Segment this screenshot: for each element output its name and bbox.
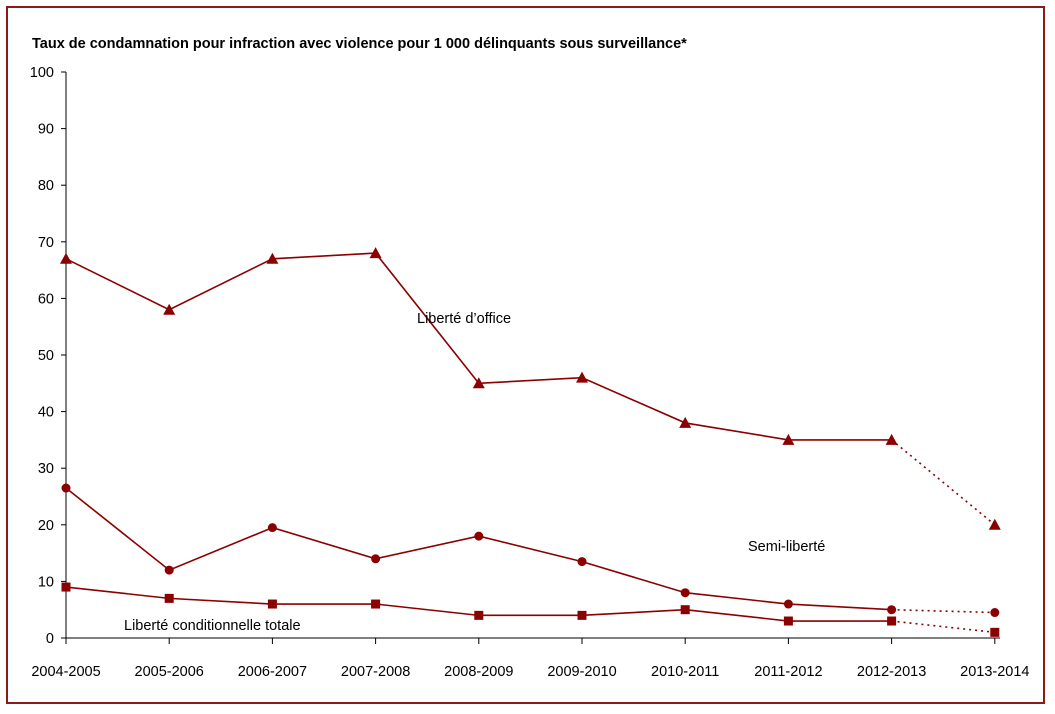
square-marker <box>164 593 174 603</box>
triangle-marker <box>60 252 72 264</box>
axes: 0 10 20 30 40 50 60 70 80 90 100 2004-2005 2005-2006… <box>30 65 1030 680</box>
circle-marker <box>887 605 897 615</box>
circle-marker <box>990 608 1000 618</box>
series-labels: Liberté d’office Semi-liberté Liberté cond… <box>124 311 825 634</box>
triangle-marker <box>266 252 279 264</box>
series-label: Semi-liberté <box>748 539 825 555</box>
y-tick-label: 20 <box>38 518 54 534</box>
x-tick-label: 2010-2011 <box>651 664 719 680</box>
triangle-marker <box>472 377 485 389</box>
square-marker <box>990 627 1000 637</box>
series-label: Liberté d’office <box>417 311 511 327</box>
y-tick-label: 0 <box>46 631 54 647</box>
series-line <box>65 252 892 441</box>
circle-marker <box>371 554 381 564</box>
x-tick-label: 2008-2009 <box>444 664 513 680</box>
square-marker <box>267 599 277 609</box>
circle-marker <box>61 483 71 493</box>
x-tick-label: 2007-2008 <box>341 664 410 680</box>
triangle-marker <box>885 433 898 445</box>
x-tick-label: 2006-2007 <box>238 664 307 680</box>
circle-marker <box>680 588 690 598</box>
triangle-marker <box>988 518 1001 530</box>
x-tick-label: 2011-2012 <box>754 664 822 680</box>
square-marker <box>577 610 587 620</box>
y-tick-label: 70 <box>38 235 54 251</box>
y-tick-label: 50 <box>38 348 54 364</box>
square-marker <box>680 605 690 615</box>
series-line-projection <box>891 608 995 614</box>
series-line-projection <box>891 439 996 526</box>
chart-frame <box>6 6 1045 704</box>
series-label: Liberté conditionnelle totale <box>124 618 301 634</box>
y-tick-label: 80 <box>38 178 54 194</box>
square-marker <box>887 616 897 626</box>
series-lines <box>65 252 996 634</box>
triangle-marker <box>163 303 176 315</box>
square-marker <box>61 582 71 592</box>
y-tick-label: 40 <box>38 405 54 421</box>
y-tick-label: 60 <box>38 291 54 307</box>
circle-marker <box>577 557 587 567</box>
series-markers <box>60 247 1001 637</box>
circle-marker <box>164 565 174 575</box>
x-tick-label: 2013-2014 <box>960 664 1029 680</box>
x-tick-label: 2012-2013 <box>857 664 926 680</box>
x-tick-label: 2004-2005 <box>31 664 100 680</box>
triangle-marker <box>576 371 588 383</box>
triangle-marker <box>679 416 692 428</box>
square-marker <box>783 616 793 626</box>
square-marker <box>474 610 484 620</box>
triangle-marker <box>782 433 795 445</box>
square-marker <box>371 599 381 609</box>
triangle-marker <box>369 247 382 259</box>
y-tick-label: 30 <box>38 461 54 477</box>
chart-title: Taux de condamnation pour infraction ave… <box>32 36 687 52</box>
x-tick-label: 2009-2010 <box>547 664 616 680</box>
y-tick-label: 90 <box>38 122 54 138</box>
y-tick-label: 10 <box>38 574 54 590</box>
circle-marker <box>783 599 793 609</box>
circle-marker <box>474 531 484 541</box>
circle-marker <box>267 523 277 533</box>
y-tick-label: 100 <box>30 65 54 81</box>
series-line-projection <box>891 620 995 634</box>
x-tick-label: 2005-2006 <box>135 664 204 680</box>
